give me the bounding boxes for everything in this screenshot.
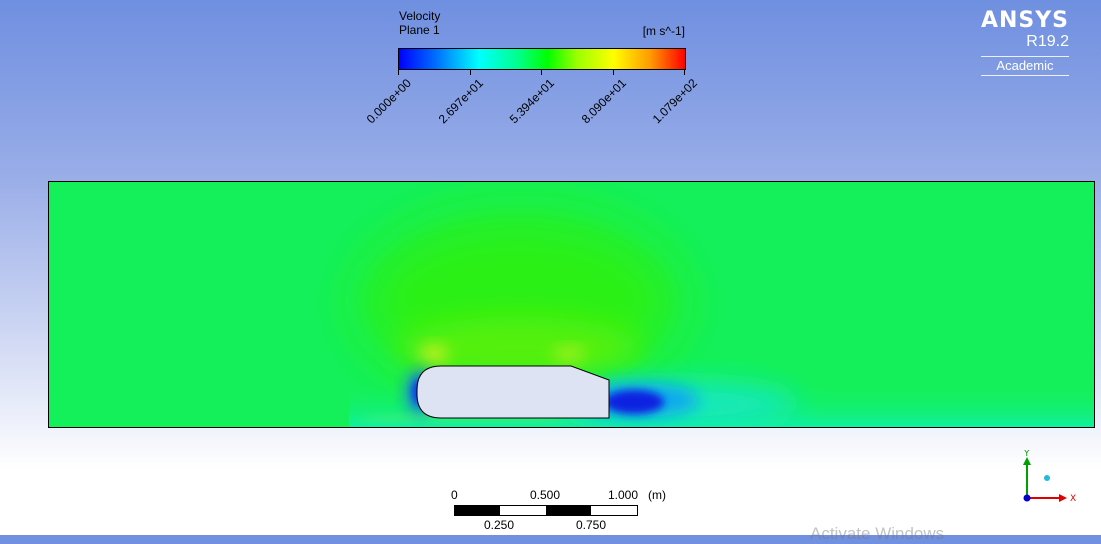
legend-tick-mark xyxy=(684,70,685,75)
x-axis-arrow-icon xyxy=(1059,494,1067,502)
scale-unit: (m) xyxy=(648,488,666,502)
scale-label-0500: 0.500 xyxy=(530,488,561,502)
scale-label-1000: 1.000 xyxy=(608,488,639,502)
legend-title: Velocity xyxy=(399,9,441,23)
legend-tick-label: 1.079e+02 xyxy=(649,76,700,127)
view-center-icon xyxy=(1044,475,1050,481)
activate-windows-watermark: Activate Windows xyxy=(810,524,945,543)
legend-tick-label: 5.394e+01 xyxy=(506,76,557,127)
axis-triad[interactable]: Y X xyxy=(1010,449,1090,510)
z-axis-dot-icon xyxy=(1023,494,1031,502)
x-axis-label: X xyxy=(1070,494,1076,504)
legend-colorbar xyxy=(398,48,686,70)
scale-label-0750: 0.750 xyxy=(576,518,607,532)
legend-subtitle: Plane 1 xyxy=(399,23,440,37)
legend-tick-mark xyxy=(613,70,614,75)
legend-tick-label: 8.090e+01 xyxy=(578,76,629,127)
acceleration-zone-core xyxy=(399,317,639,377)
top-mid-highlight xyxy=(553,347,585,361)
velocity-contour-plot[interactable] xyxy=(48,181,1095,428)
scale-bar xyxy=(454,505,638,516)
scale-label-0250: 0.250 xyxy=(484,518,515,532)
velocity-contour-svg xyxy=(49,182,1094,427)
front-top-highlight xyxy=(420,345,448,363)
wake-core xyxy=(604,390,664,414)
legend-units: [m s^-1] xyxy=(642,24,685,38)
scale-label-0: 0 xyxy=(451,488,458,502)
legend-tick-mark xyxy=(398,70,399,75)
legend-tick-label: 0.000e+00 xyxy=(363,76,414,127)
legend-tick-mark xyxy=(470,70,471,75)
scale-bar-segment xyxy=(455,506,500,515)
ansys-logo-version: R19.2 xyxy=(1026,33,1069,50)
ansys-logo: ANSYS R19.2 Academic xyxy=(980,8,1069,76)
ansys-logo-edition: Academic xyxy=(980,56,1069,76)
y-axis-arrow-icon xyxy=(1023,457,1031,465)
scale-bar-segment xyxy=(546,506,591,515)
y-axis-label: Y xyxy=(1023,450,1030,459)
legend-tick-label: 2.697e+01 xyxy=(435,76,486,127)
vehicle-body[interactable] xyxy=(416,365,610,419)
ansys-logo-name: ANSYS xyxy=(980,8,1069,33)
legend-tick-mark xyxy=(541,70,542,75)
